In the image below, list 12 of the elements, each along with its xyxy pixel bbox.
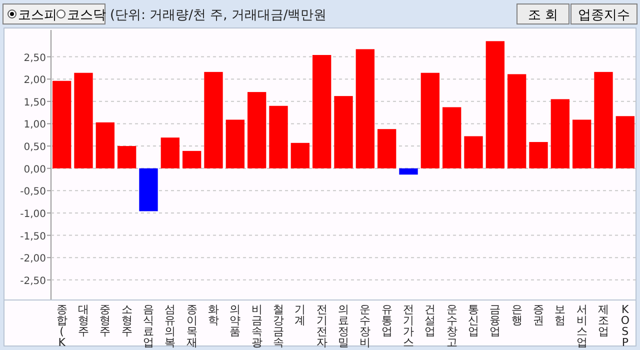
y-tick-label: -2,00 — [20, 254, 46, 265]
y-tick-label: -1,50 — [20, 231, 46, 242]
toolbar: 코스피 코스닥 (단위: 거래량/천 주, 거래대금/백만원 조 회 업종지수 — [2, 4, 638, 24]
y-tick-label: 2,50 — [24, 52, 46, 64]
y-tick-label: 1,50 — [24, 97, 46, 108]
y-tick-label: 1,00 — [24, 120, 46, 131]
y-tick-label: -0,50 — [20, 186, 46, 198]
y-tick-label: 0,00 — [24, 164, 46, 176]
y-tick-label: 2,00 — [24, 75, 46, 86]
y-tick-label: -1,00 — [20, 208, 46, 220]
y-tick-label: 0,50 — [24, 142, 46, 154]
y-tick-label: -2,50 — [20, 276, 46, 287]
